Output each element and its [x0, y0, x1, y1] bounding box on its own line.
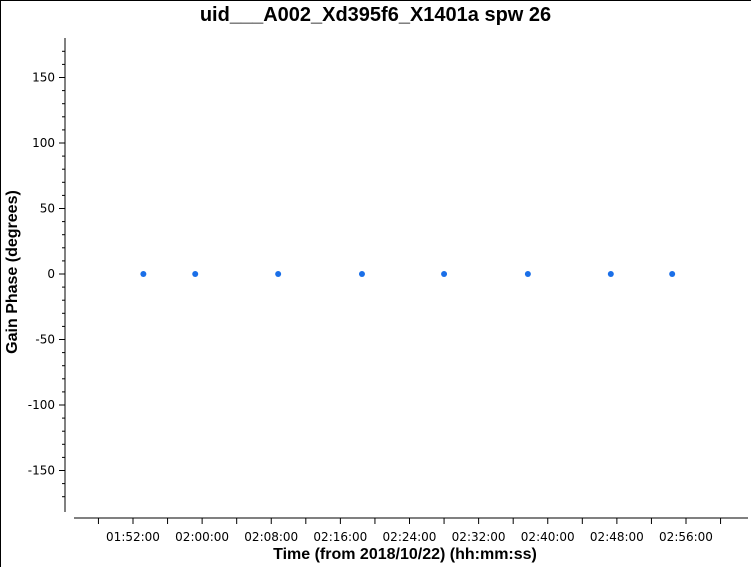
- x-tick-label: 02:24:00: [383, 530, 437, 544]
- data-point: [441, 271, 448, 277]
- data-point: [669, 271, 676, 277]
- y-tick-label: 100: [32, 136, 55, 150]
- data-point: [140, 271, 147, 277]
- y-axis: 150 100 50 0 -50 -100 -150: [28, 38, 66, 512]
- x-tick-label: 02:48:00: [590, 530, 644, 544]
- data-point: [524, 271, 531, 277]
- y-tick-label: 50: [40, 202, 55, 216]
- x-tick-label: 02:00:00: [175, 530, 229, 544]
- y-tick-label: -50: [35, 333, 55, 347]
- data-point: [192, 271, 199, 277]
- x-tick-label: 02:32:00: [452, 530, 506, 544]
- y-axis-label-wrap: Gain Phase (degrees): [0, 0, 30, 567]
- y-tick-label: -150: [28, 464, 55, 478]
- data-points: [140, 271, 676, 277]
- data-point: [607, 271, 614, 277]
- y-axis-label: Gain Phase (degrees): [4, 190, 21, 354]
- chart-title: uid___A002_Xd395f6_X1401a spw 26: [199, 4, 552, 26]
- x-axis: 01:52:00 02:00:00 02:08:00 02:16:00 02:24:00…: [74, 517, 748, 544]
- x-tick-label: 02:40:00: [521, 530, 575, 544]
- x-tick-label: 02:56:00: [659, 530, 713, 544]
- x-tick-label: 02:16:00: [313, 530, 367, 544]
- data-point: [275, 271, 282, 277]
- x-tick-label: 02:08:00: [244, 530, 298, 544]
- y-tick-label: -100: [28, 398, 55, 412]
- y-tick-label: 150: [32, 71, 55, 85]
- x-axis-label: Time (from 2018/10/22) (hh:mm:ss): [273, 546, 537, 563]
- data-point: [358, 271, 365, 277]
- y-tick-label: 0: [47, 267, 55, 281]
- x-tick-label: 01:52:00: [106, 530, 160, 544]
